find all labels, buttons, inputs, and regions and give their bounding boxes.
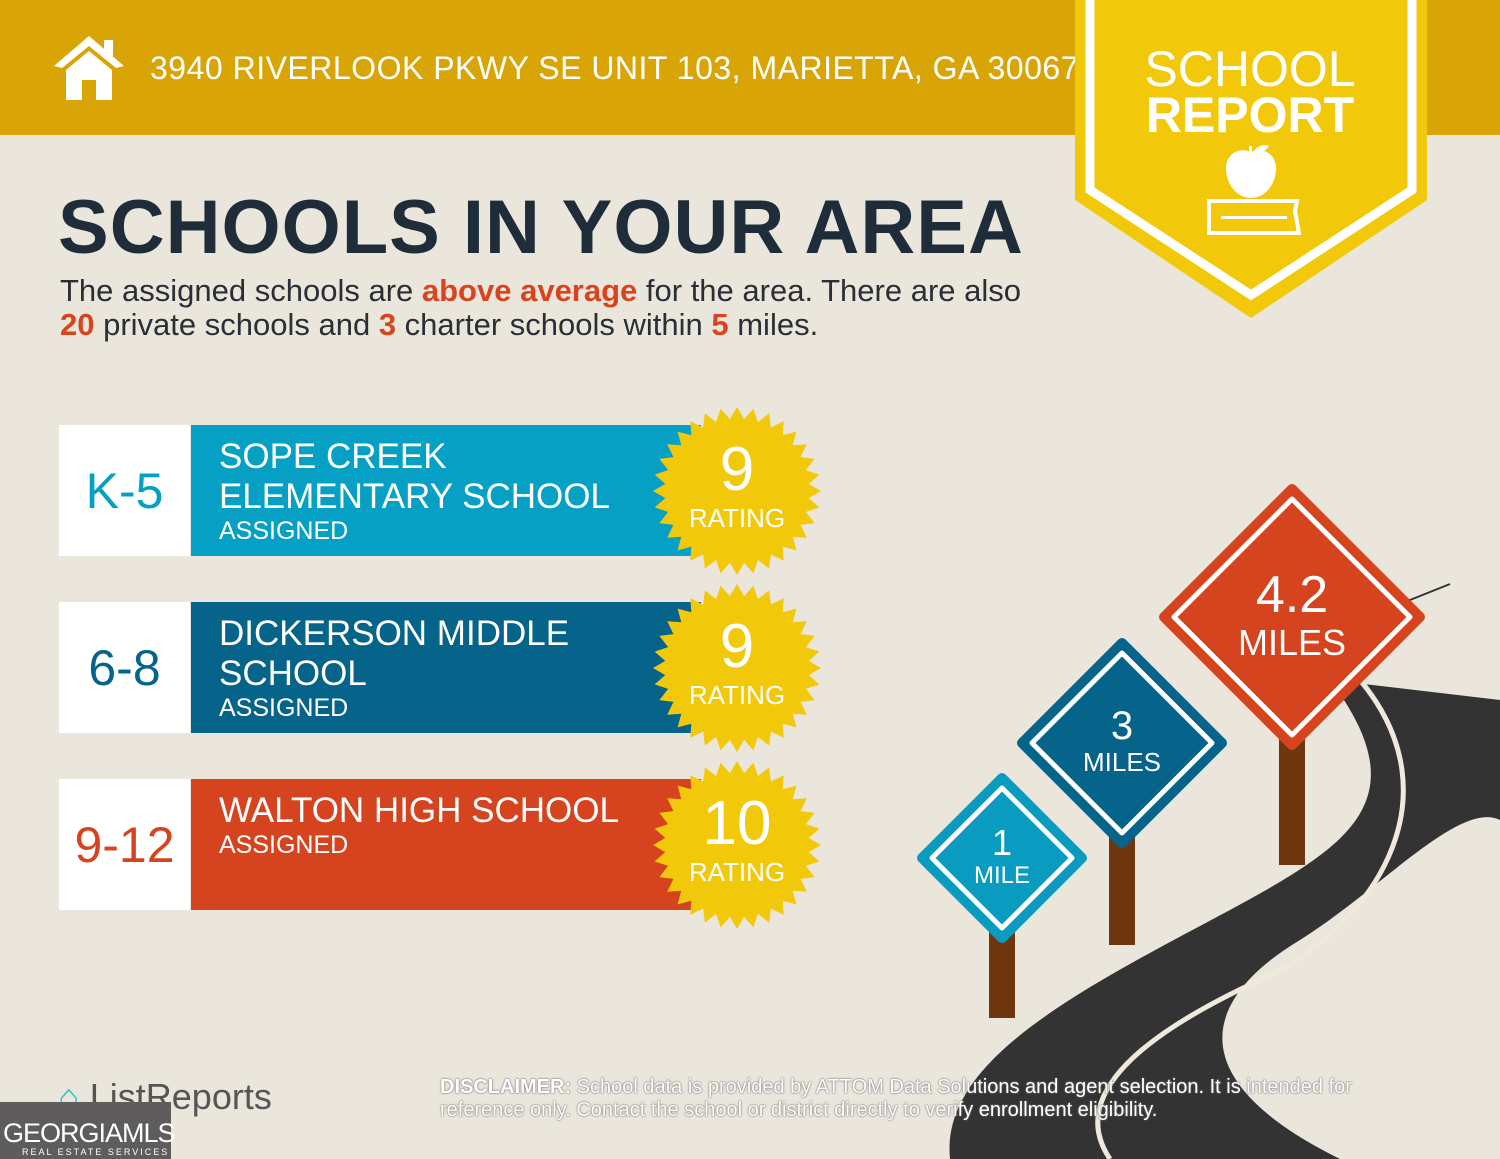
distance-value: 3	[1110, 704, 1134, 748]
school-status: ASSIGNED	[219, 831, 349, 859]
disclaimer-label: DISCLAIMER:	[440, 1076, 572, 1098]
disclaimer: DISCLAIMER: School data is provided by A…	[440, 1076, 1430, 1122]
intro-text: The assigned schools are above average f…	[60, 274, 1060, 342]
georgia-mls-logo: GEORGIAMLS REAL ESTATE SERVICES	[0, 1102, 176, 1159]
property-address: 3940 RIVERLOOK PKWY SE UNIT 103, MARIETT…	[150, 50, 1079, 86]
radius-miles: 5	[711, 307, 729, 342]
rating-label: RATING	[688, 503, 786, 533]
distance-sign-label: 3 MILES	[1042, 705, 1202, 778]
rating-value: 9	[719, 435, 755, 504]
disclaimer-text: School data is provided by ATTOM Data So…	[440, 1076, 1352, 1121]
rating-value: 9	[719, 612, 755, 681]
distance-sign	[1017, 638, 1227, 848]
rating-starburst-icon	[653, 761, 821, 929]
school-report-badge	[1075, 0, 1427, 318]
badge-title-line1: SCHOOL	[1144, 41, 1356, 97]
school-bar: WALTON HIGH SCHOOL ASSIGNED	[191, 779, 701, 910]
school-name: SOPE CREEK ELEMENTARY SCHOOL	[219, 437, 610, 516]
page-title: SCHOOLS IN YOUR AREA	[58, 185, 1024, 270]
distance-unit: MILE	[973, 861, 1030, 889]
mls-logo-subtext: REAL ESTATE SERVICES	[22, 1147, 170, 1157]
road-illustration	[917, 484, 1500, 1159]
school-bar: SOPE CREEK ELEMENTARY SCHOOL ASSIGNED	[191, 425, 701, 556]
charter-count: 3	[378, 307, 397, 342]
school-status: ASSIGNED	[219, 517, 349, 545]
rating-value: 10	[702, 789, 772, 858]
intro-text-part: miles.	[728, 307, 819, 342]
apple-on-book-icon	[1207, 145, 1302, 235]
intro-text-part: for the area. There are also	[637, 273, 1021, 308]
distance-sign-label: 4.2 MILES	[1212, 568, 1372, 664]
rating-starburst-icon	[653, 407, 821, 575]
school-row: K-5 SOPE CREEK ELEMENTARY SCHOOL ASSIGNED…	[59, 407, 821, 575]
distance-unit: MILES	[1237, 621, 1347, 663]
private-count: 20	[60, 307, 95, 342]
distance-sign	[917, 773, 1087, 943]
school-row: 6-8 DICKERSON MIDDLE SCHOOL ASSIGNED 9 RA…	[59, 584, 821, 752]
intro-text-part: charter schools within	[396, 307, 712, 342]
rating-starburst-icon	[653, 584, 821, 752]
school-name: DICKERSON MIDDLE SCHOOL	[219, 614, 570, 693]
grade-range: 9-12	[59, 779, 190, 910]
distance-unit: MILES	[1082, 747, 1162, 777]
school-status: ASSIGNED	[219, 694, 349, 722]
rating-label: RATING	[688, 680, 786, 710]
road	[949, 680, 1500, 1159]
grade-range: K-5	[59, 425, 190, 556]
intro-text-part: The assigned schools are	[60, 273, 422, 308]
school-row: 9-12 WALTON HIGH SCHOOL ASSIGNED 10 RATIN…	[59, 761, 821, 929]
intro-text-part: private schools and	[94, 307, 379, 342]
distance-sign	[1159, 484, 1425, 750]
highlight-above-average: above average	[421, 273, 638, 308]
distance-value: 4.2	[1255, 565, 1329, 624]
home-icon	[54, 36, 124, 100]
distance-sign-label: 1 MILE	[922, 821, 1082, 890]
badge-title-line2: REPORT	[1145, 87, 1355, 143]
school-bar: DICKERSON MIDDLE SCHOOL ASSIGNED	[191, 602, 701, 733]
rating-label: RATING	[688, 857, 786, 887]
school-name: WALTON HIGH SCHOOL	[219, 791, 619, 830]
grade-range: 6-8	[59, 602, 190, 733]
mls-logo-text: GEORGIAMLS	[3, 1118, 176, 1148]
distance-value: 1	[991, 821, 1013, 863]
